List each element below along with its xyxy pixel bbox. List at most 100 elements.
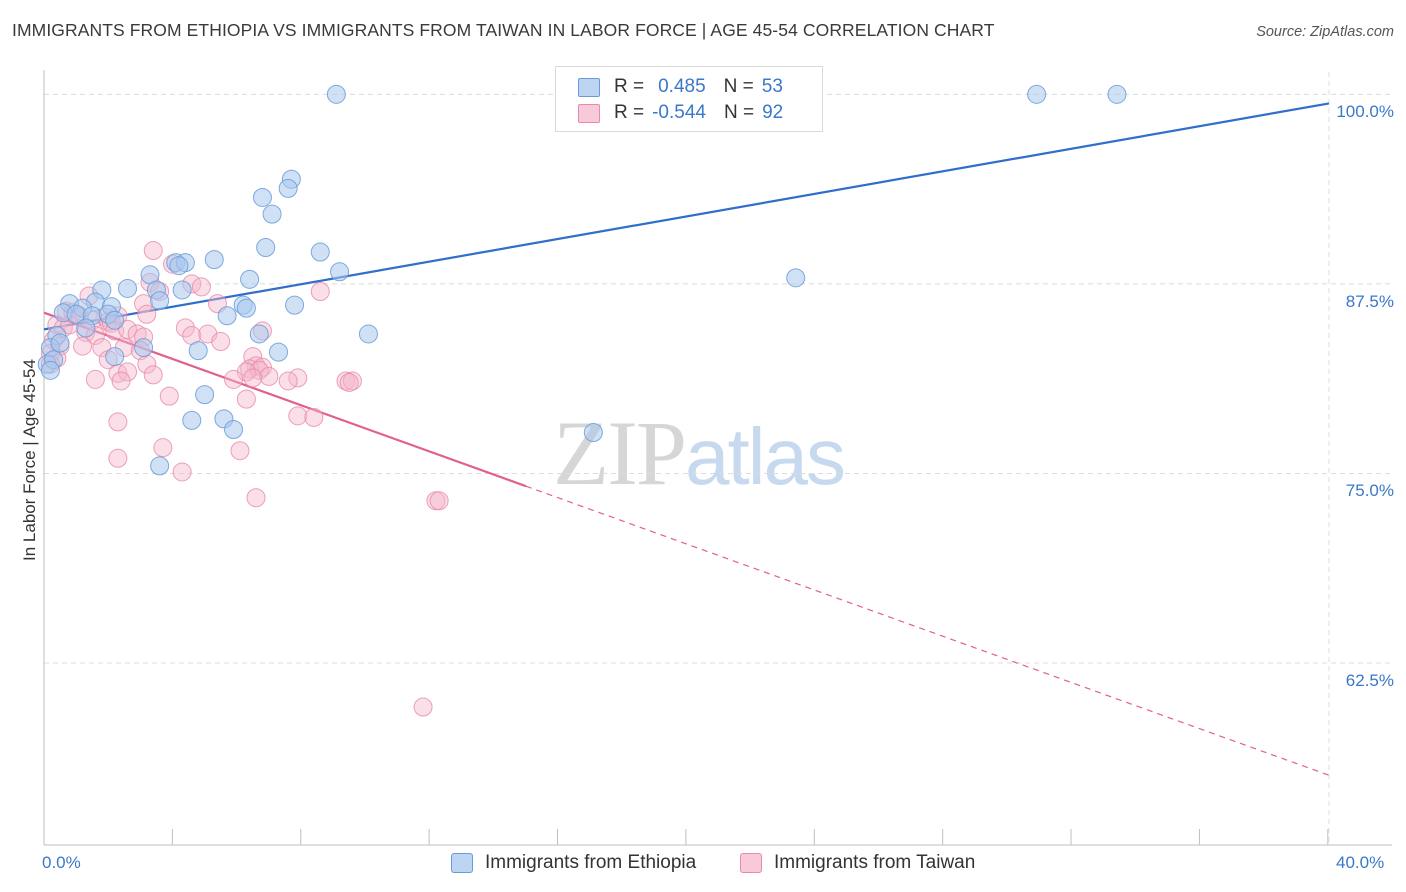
taiwan-point-74 [429,491,449,511]
ethiopia-point-8 [310,242,330,262]
y-tick-label-3: 100.0% [1336,102,1394,122]
ethiopia-legend-label: Immigrants from Ethiopia [485,852,697,873]
source-label: Source: ZipAtlas.com [1256,24,1394,40]
taiwan-point-62 [143,365,163,385]
ethiopia-point-48 [195,385,215,405]
ethiopia-point-34 [217,306,237,326]
legend-row-ethiopia: R = 0.485 N = 53 [578,75,783,99]
taiwan-point-75 [413,697,433,717]
taiwan-point-59 [339,372,359,392]
ethiopia-point-40 [50,333,70,353]
taiwan-point-60 [111,371,131,391]
ethiopia-point-13 [330,262,350,282]
series-legend: Immigrants from Ethiopia Immigrants from… [0,852,1406,878]
chart-title: IMMIGRANTS FROM ETHIOPIA VS IMMIGRANTS F… [12,20,995,40]
taiwan-point-67 [108,412,128,432]
taiwan-point-57 [336,371,356,391]
taiwan-point-61 [85,369,105,389]
ethiopia-point-51 [224,419,244,439]
ethiopia-point-49 [182,410,202,430]
taiwan-point-52 [259,366,279,386]
taiwan-r-label: R = [614,102,645,123]
taiwan-point-58 [342,371,362,391]
ethiopia-swatch [578,77,600,97]
ethiopia-points [37,84,1127,476]
x-tick-label-max: 40.0% [1336,853,1385,872]
taiwan-point-55 [243,368,263,388]
ethiopia-trend [43,102,1330,331]
ethiopia-point-6 [262,204,282,224]
taiwan-point-0 [143,241,163,261]
taiwan-point-54 [224,369,244,389]
ethiopia-point-53 [150,456,170,476]
ethiopia-point-28 [236,298,256,318]
watermark-zip: ZIP [553,402,687,504]
x-tick-label-min: 0.0% [42,853,81,872]
legend-item-ethiopia[interactable]: Immigrants from Ethiopia [451,852,696,874]
ethiopia-point-9 [204,250,224,270]
y-tick-label-1: 75.0% [1345,481,1394,501]
axes [43,70,1392,846]
grid [44,72,1392,845]
taiwan-point-70 [108,448,128,468]
taiwan-point-5 [310,281,330,301]
ethiopia-point-12 [169,256,189,276]
taiwan-point-66 [304,407,324,427]
ethiopia-point-16 [786,268,806,288]
taiwan-n-label: N = [723,102,755,123]
ethiopia-point-7 [256,237,276,257]
ethiopia-point-42 [188,341,208,361]
ethiopia-point-52 [583,423,603,443]
legend-row-taiwan: R = -0.544 N = 92 [578,101,783,125]
ethiopia-point-41 [134,338,154,358]
watermark: ZIPatlas [553,400,846,506]
taiwan-n-value: 92 [762,102,784,123]
ethiopia-point-27 [285,295,305,315]
ethiopia-point-2 [1107,84,1127,104]
correlation-legend: R = 0.485 N = 53 R = -0.544 N = 92 [555,66,823,132]
taiwan-point-56 [278,371,298,391]
taiwan-point-69 [230,441,250,461]
taiwan-trend [43,311,1330,776]
taiwan-point-72 [246,488,266,508]
ethiopia-point-38 [358,324,378,344]
ethiopia-n-label: N = [723,76,754,97]
ethiopia-point-47 [40,360,60,380]
taiwan-point-35 [73,336,93,356]
ethiopia-point-0 [326,84,346,104]
ethiopia-point-5 [252,187,272,207]
taiwan-point-68 [153,438,173,458]
taiwan-trend-line-solid [43,311,527,488]
y-axis-label: In Labor Force | Age 45-54 [20,359,39,561]
watermark-atlas: atlas [685,412,846,501]
taiwan-point-25 [118,319,138,339]
ethiopia-point-18 [118,278,138,298]
ethiopia-point-36 [76,318,96,338]
legend-item-taiwan[interactable]: Immigrants from Taiwan [740,852,975,874]
taiwan-point-65 [288,406,308,426]
ethiopia-point-33 [105,310,125,330]
y-tick-label-0: 62.5% [1345,671,1394,691]
ethiopia-n-value: 53 [761,76,783,97]
ethiopia-point-37 [249,324,269,344]
ethiopia-point-25 [150,291,170,311]
ethiopia-point-44 [105,347,125,367]
ethiopia-point-1 [1027,84,1047,104]
taiwan-legend-swatch [740,853,762,873]
taiwan-point-71 [172,462,192,482]
taiwan-point-64 [236,389,256,409]
taiwan-point-63 [159,386,179,406]
y-tick-label-2: 87.5% [1345,291,1394,311]
ethiopia-r-value: 0.485 [658,76,706,97]
ethiopia-r-label: R = [614,76,645,97]
taiwan-point-26 [175,318,195,338]
taiwan-swatch [578,103,600,123]
taiwan-trend-line-dashed [525,485,1330,776]
ethiopia-legend-swatch [451,853,473,873]
taiwan-point-29 [211,332,231,352]
ethiopia-point-4 [278,178,298,198]
ethiopia-point-43 [269,342,289,362]
taiwan-point-10 [137,304,157,324]
ethiopia-point-15 [240,269,260,289]
taiwan-r-value: -0.544 [652,102,706,123]
